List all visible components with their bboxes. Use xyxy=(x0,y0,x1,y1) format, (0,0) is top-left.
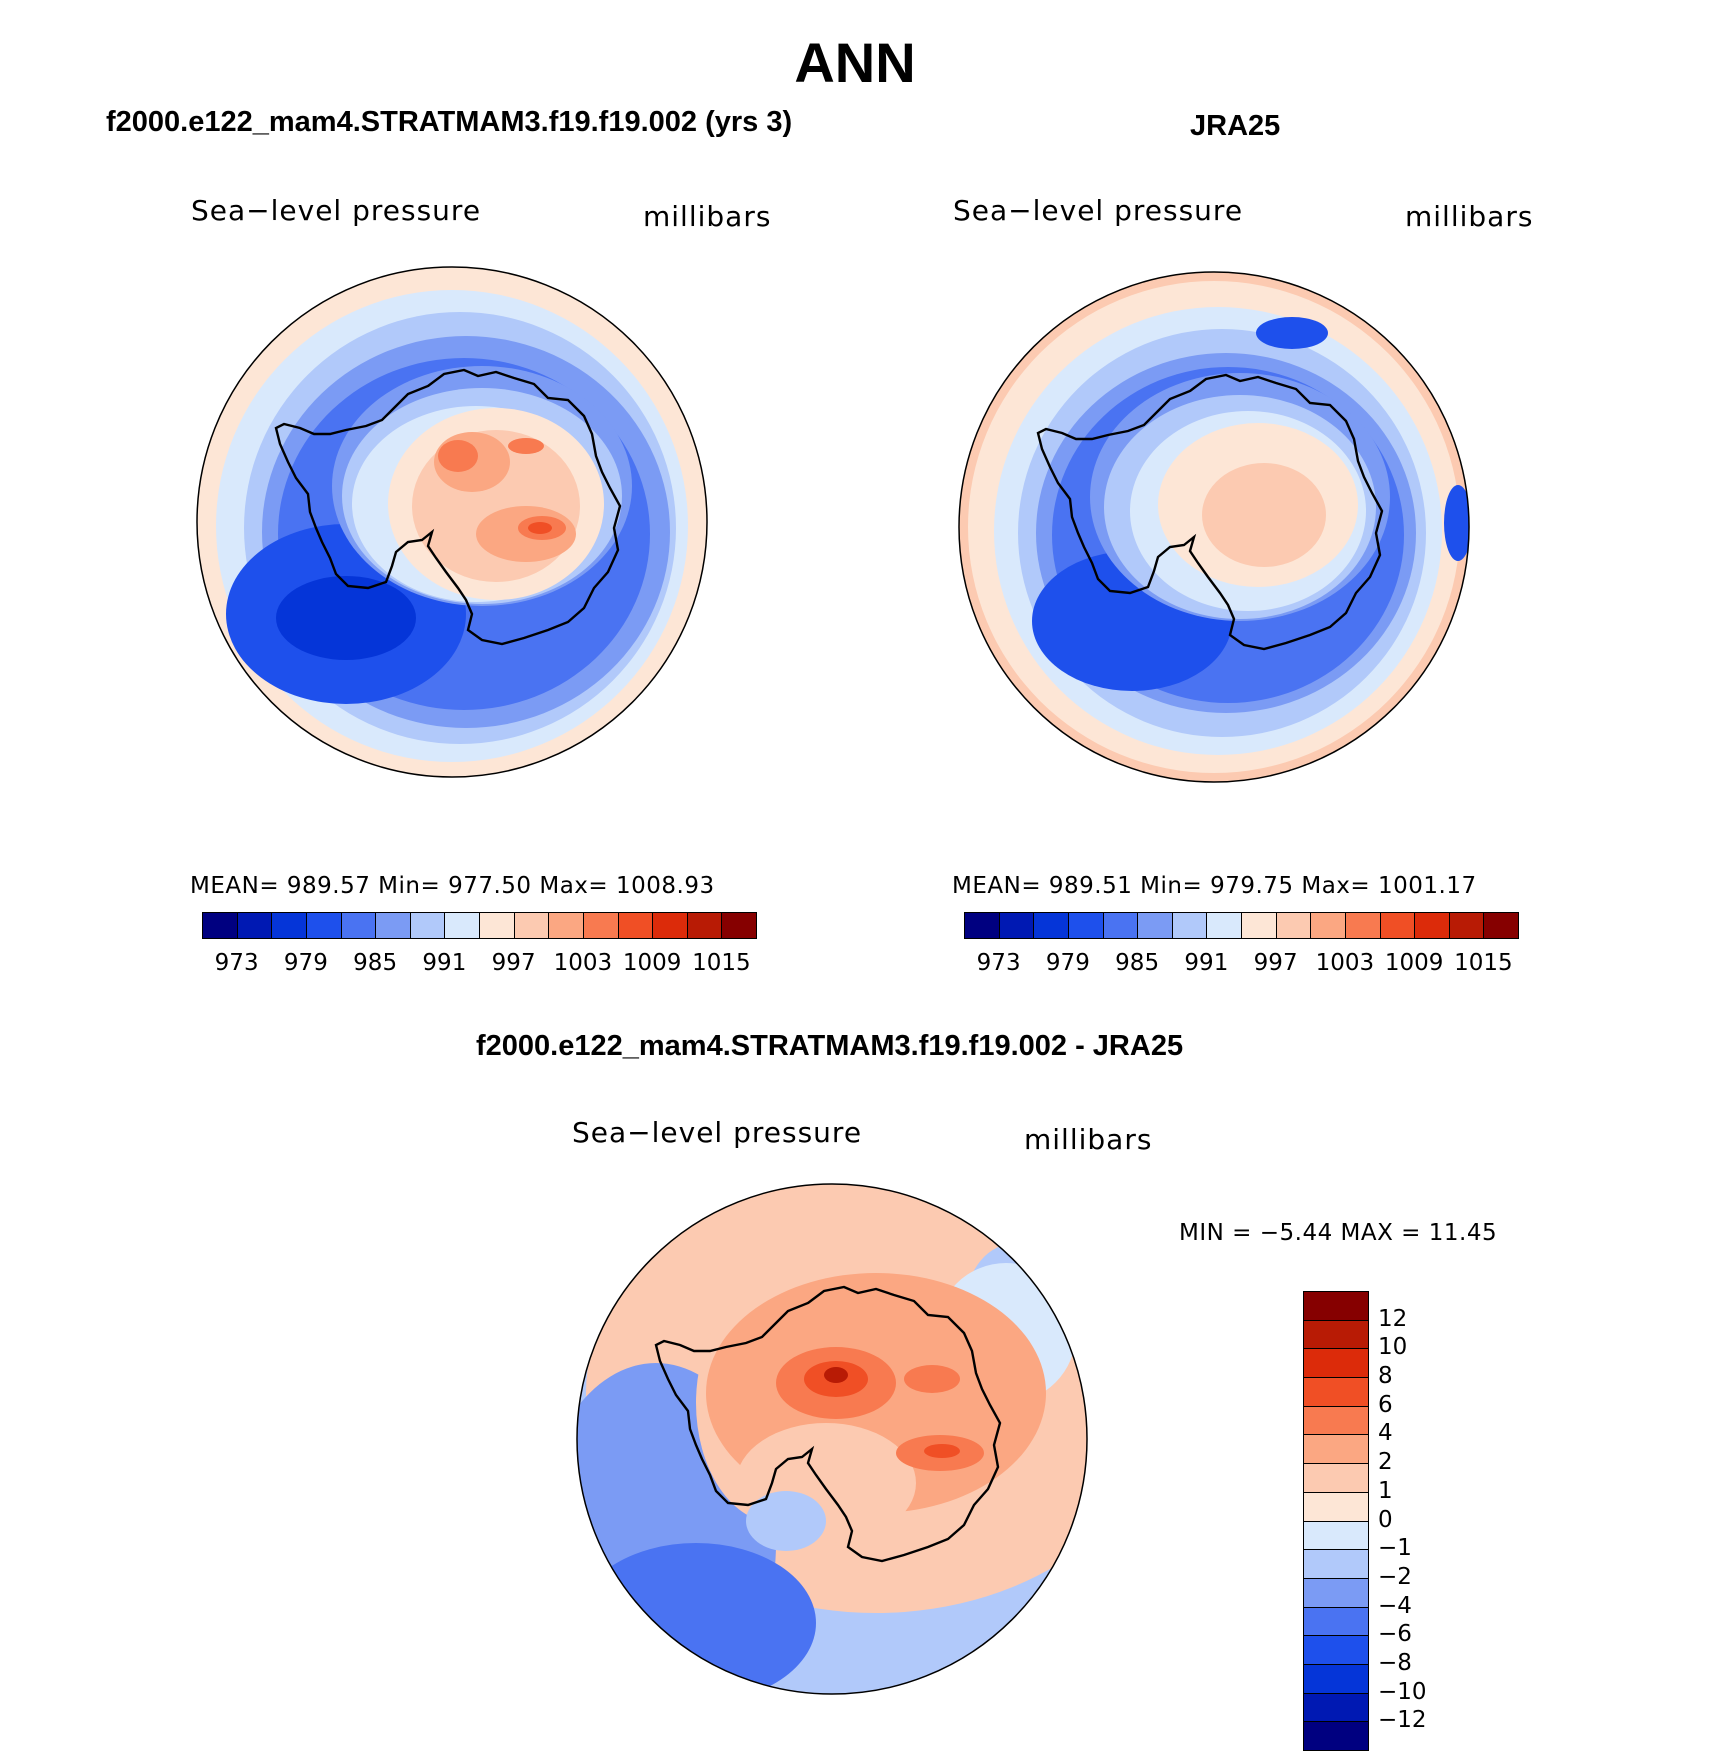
colorbar-tick-label: 1 xyxy=(1378,1477,1393,1504)
colorbar-tick-label: 985 xyxy=(1115,950,1160,976)
colorbar-swatch xyxy=(1303,1692,1369,1723)
model-units-label: millibars xyxy=(643,200,772,233)
model-polar-map xyxy=(196,266,708,778)
colorbar-swatch xyxy=(1303,1319,1369,1350)
colorbar-swatch xyxy=(721,912,757,939)
colorbar-tick-label: 973 xyxy=(214,950,259,976)
obs-subtitle: JRA25 xyxy=(1190,110,1281,142)
diff-colorbar xyxy=(1303,1291,1369,1751)
colorbar-swatch xyxy=(1303,1405,1369,1436)
diff-variable-label: Sea−level pressure xyxy=(572,1116,863,1149)
figure-title: ANN xyxy=(794,31,916,94)
colorbar-swatch xyxy=(1303,1663,1369,1694)
colorbar-swatch xyxy=(1448,912,1485,939)
colorbar-tick-label: 979 xyxy=(283,950,328,976)
colorbar-tick-label: 6 xyxy=(1378,1391,1393,1418)
colorbar-tick-label: 991 xyxy=(422,950,467,976)
colorbar-swatch xyxy=(1303,1491,1369,1522)
diff-subtitle: f2000.e122_mam4.STRATMAM3.f19.f19.002 - … xyxy=(476,1030,1184,1062)
colorbar-swatch xyxy=(1303,1606,1369,1637)
colorbar-tick-label: 1003 xyxy=(553,950,613,976)
colorbar-tick-label: 979 xyxy=(1045,950,1090,976)
colorbar-swatch xyxy=(305,912,342,939)
colorbar-swatch xyxy=(1303,1635,1369,1665)
colorbar-swatch xyxy=(271,912,307,939)
colorbar-swatch xyxy=(513,912,550,939)
colorbar-swatch xyxy=(1303,1291,1369,1321)
colorbar-tick-label: 4 xyxy=(1378,1420,1393,1447)
model-colorbar xyxy=(202,912,757,939)
colorbar-tick-label: 997 xyxy=(1253,950,1298,976)
colorbar-swatch xyxy=(1414,912,1450,939)
model-stats: MEAN= 989.57 Min= 977.50 Max= 1008.93 xyxy=(190,873,715,899)
colorbar-swatch xyxy=(1303,1520,1369,1551)
colorbar-swatch xyxy=(617,912,654,939)
colorbar-tick-label: 12 xyxy=(1378,1305,1408,1332)
colorbar-tick-label: 973 xyxy=(976,950,1021,976)
colorbar-swatch xyxy=(340,912,377,939)
colorbar-swatch xyxy=(1275,912,1312,939)
colorbar-swatch xyxy=(1303,1434,1369,1465)
colorbar-swatch xyxy=(686,912,723,939)
model-variable-label: Sea−level pressure xyxy=(191,194,482,227)
colorbar-tick-label: 1015 xyxy=(1454,950,1513,976)
colorbar-tick-label: 0 xyxy=(1378,1506,1393,1533)
colorbar-swatch xyxy=(1379,912,1416,939)
colorbar-swatch xyxy=(1310,912,1346,939)
obs-variable-label: Sea−level pressure xyxy=(953,194,1244,227)
colorbar-tick-label: −12 xyxy=(1378,1707,1427,1734)
diff-stats: MIN = −5.44 MAX = 11.45 xyxy=(1179,1220,1498,1246)
colorbar-tick-label: 1003 xyxy=(1315,950,1375,976)
colorbar-tick-label: 991 xyxy=(1184,950,1229,976)
colorbar-tick-label: 2 xyxy=(1378,1449,1393,1476)
colorbar-swatch xyxy=(444,912,480,939)
colorbar-tick-label: −6 xyxy=(1378,1621,1412,1648)
colorbar-swatch xyxy=(375,912,411,939)
colorbar-swatch xyxy=(1241,912,1277,939)
colorbar-tick-label: −4 xyxy=(1378,1592,1412,1619)
diff-units-label: millibars xyxy=(1024,1123,1153,1156)
diff-polar-map xyxy=(576,1183,1088,1695)
model-subtitle: f2000.e122_mam4.STRATMAM3.f19.f19.002 (y… xyxy=(106,106,793,138)
colorbar-swatch xyxy=(1483,912,1519,939)
colorbar-swatch xyxy=(582,912,619,939)
colorbar-swatch xyxy=(1171,912,1208,939)
obs-units-label: millibars xyxy=(1405,200,1534,233)
colorbar-swatch xyxy=(1303,1721,1369,1751)
colorbar-swatch xyxy=(479,912,515,939)
colorbar-swatch xyxy=(236,912,273,939)
obs-polar-map xyxy=(958,271,1470,783)
obs-colorbar xyxy=(964,912,1519,939)
colorbar-swatch xyxy=(1137,912,1173,939)
colorbar-swatch xyxy=(1303,1577,1369,1608)
colorbar-swatch xyxy=(1303,1549,1369,1579)
colorbar-swatch xyxy=(1067,912,1104,939)
colorbar-swatch xyxy=(652,912,688,939)
colorbar-swatch xyxy=(1033,912,1069,939)
colorbar-tick-label: −1 xyxy=(1378,1535,1412,1562)
colorbar-tick-label: 10 xyxy=(1378,1334,1408,1361)
obs-stats: MEAN= 989.51 Min= 979.75 Max= 1001.17 xyxy=(952,873,1477,899)
colorbar-swatch xyxy=(1303,1377,1369,1407)
colorbar-tick-label: −2 xyxy=(1378,1563,1412,1590)
colorbar-swatch xyxy=(1303,1348,1369,1379)
colorbar-tick-label: −10 xyxy=(1378,1678,1427,1705)
colorbar-tick-label: −8 xyxy=(1378,1649,1412,1676)
colorbar-tick-label: 1009 xyxy=(1384,950,1444,976)
colorbar-swatch xyxy=(202,912,238,939)
colorbar-tick-label: 1015 xyxy=(692,950,751,976)
colorbar-swatch xyxy=(1344,912,1381,939)
colorbar-swatch xyxy=(548,912,584,939)
colorbar-swatch xyxy=(998,912,1035,939)
colorbar-swatch xyxy=(1303,1463,1369,1493)
colorbar-tick-label: 985 xyxy=(353,950,398,976)
colorbar-tick-label: 997 xyxy=(491,950,536,976)
colorbar-swatch xyxy=(409,912,446,939)
colorbar-swatch xyxy=(964,912,1000,939)
colorbar-swatch xyxy=(1206,912,1242,939)
colorbar-tick-label: 8 xyxy=(1378,1363,1393,1390)
colorbar-swatch xyxy=(1102,912,1139,939)
colorbar-tick-label: 1009 xyxy=(622,950,682,976)
